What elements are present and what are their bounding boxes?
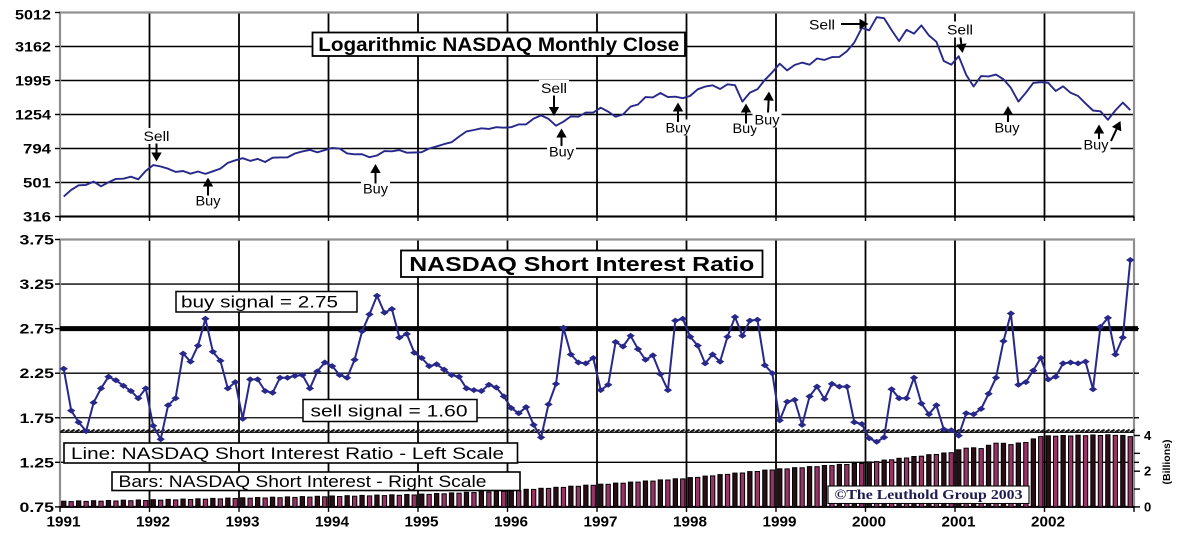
svg-text:Line: NASDAQ Short Interest Ra: Line: NASDAQ Short Interest Ratio - Left… bbox=[71, 445, 504, 463]
svg-text:sell signal = 1.60: sell signal = 1.60 bbox=[311, 402, 468, 420]
svg-text:2: 2 bbox=[1144, 464, 1151, 479]
svg-text:1.75: 1.75 bbox=[20, 410, 55, 426]
svg-text:1998: 1998 bbox=[673, 514, 707, 530]
svg-text:2.25: 2.25 bbox=[20, 365, 55, 381]
svg-text:Bars: NASDAQ Short Interest -: Bars: NASDAQ Short Interest - Right Scal… bbox=[119, 473, 487, 491]
svg-text:2002: 2002 bbox=[1031, 514, 1065, 530]
svg-text:©The Leuthold Group 2003: ©The Leuthold Group 2003 bbox=[835, 487, 1023, 502]
svg-text:0: 0 bbox=[1144, 499, 1151, 514]
svg-text:Buy: Buy bbox=[666, 120, 691, 135]
svg-text:1993: 1993 bbox=[226, 514, 260, 530]
svg-text:1997: 1997 bbox=[584, 514, 618, 530]
svg-text:buy signal = 2.75: buy signal = 2.75 bbox=[181, 294, 338, 312]
svg-text:2.75: 2.75 bbox=[20, 321, 55, 337]
svg-text:3.75: 3.75 bbox=[20, 232, 55, 248]
svg-text:Buy: Buy bbox=[549, 144, 574, 159]
svg-text:1992: 1992 bbox=[136, 514, 170, 530]
svg-text:Sell: Sell bbox=[144, 129, 170, 144]
svg-text:1996: 1996 bbox=[494, 514, 528, 530]
svg-text:Buy: Buy bbox=[363, 181, 388, 196]
svg-text:0.75: 0.75 bbox=[20, 499, 55, 515]
svg-text:1995: 1995 bbox=[405, 514, 439, 530]
svg-text:1991: 1991 bbox=[47, 514, 81, 530]
svg-text:Buy: Buy bbox=[995, 120, 1020, 135]
svg-text:3.25: 3.25 bbox=[20, 276, 55, 292]
svg-text:NASDAQ Short Interest Ratio: NASDAQ Short Interest Ratio bbox=[409, 254, 754, 276]
svg-text:Buy: Buy bbox=[196, 193, 221, 208]
svg-text:2000: 2000 bbox=[852, 514, 886, 530]
svg-text:1254: 1254 bbox=[15, 107, 51, 123]
svg-text:1994: 1994 bbox=[315, 514, 349, 530]
svg-text:794: 794 bbox=[23, 141, 51, 157]
svg-text:501: 501 bbox=[23, 175, 51, 191]
svg-text:(Billions): (Billions) bbox=[1161, 440, 1173, 485]
svg-text:2001: 2001 bbox=[942, 514, 976, 530]
svg-text:5012: 5012 bbox=[15, 7, 51, 23]
svg-text:3162: 3162 bbox=[15, 39, 51, 55]
svg-text:1.25: 1.25 bbox=[20, 454, 55, 470]
svg-text:1999: 1999 bbox=[763, 514, 797, 530]
svg-text:Buy: Buy bbox=[1084, 137, 1109, 152]
svg-text:Logarithmic NASDAQ Monthly Clo: Logarithmic NASDAQ Monthly Close bbox=[318, 35, 679, 56]
svg-text:4: 4 bbox=[1144, 428, 1152, 443]
svg-text:1995: 1995 bbox=[15, 73, 51, 89]
svg-text:316: 316 bbox=[23, 209, 51, 225]
svg-text:Sell: Sell bbox=[947, 22, 973, 37]
svg-text:Sell: Sell bbox=[541, 81, 567, 96]
svg-text:Buy: Buy bbox=[755, 112, 780, 127]
svg-text:Buy: Buy bbox=[733, 121, 758, 136]
svg-text:Sell: Sell bbox=[809, 17, 835, 32]
